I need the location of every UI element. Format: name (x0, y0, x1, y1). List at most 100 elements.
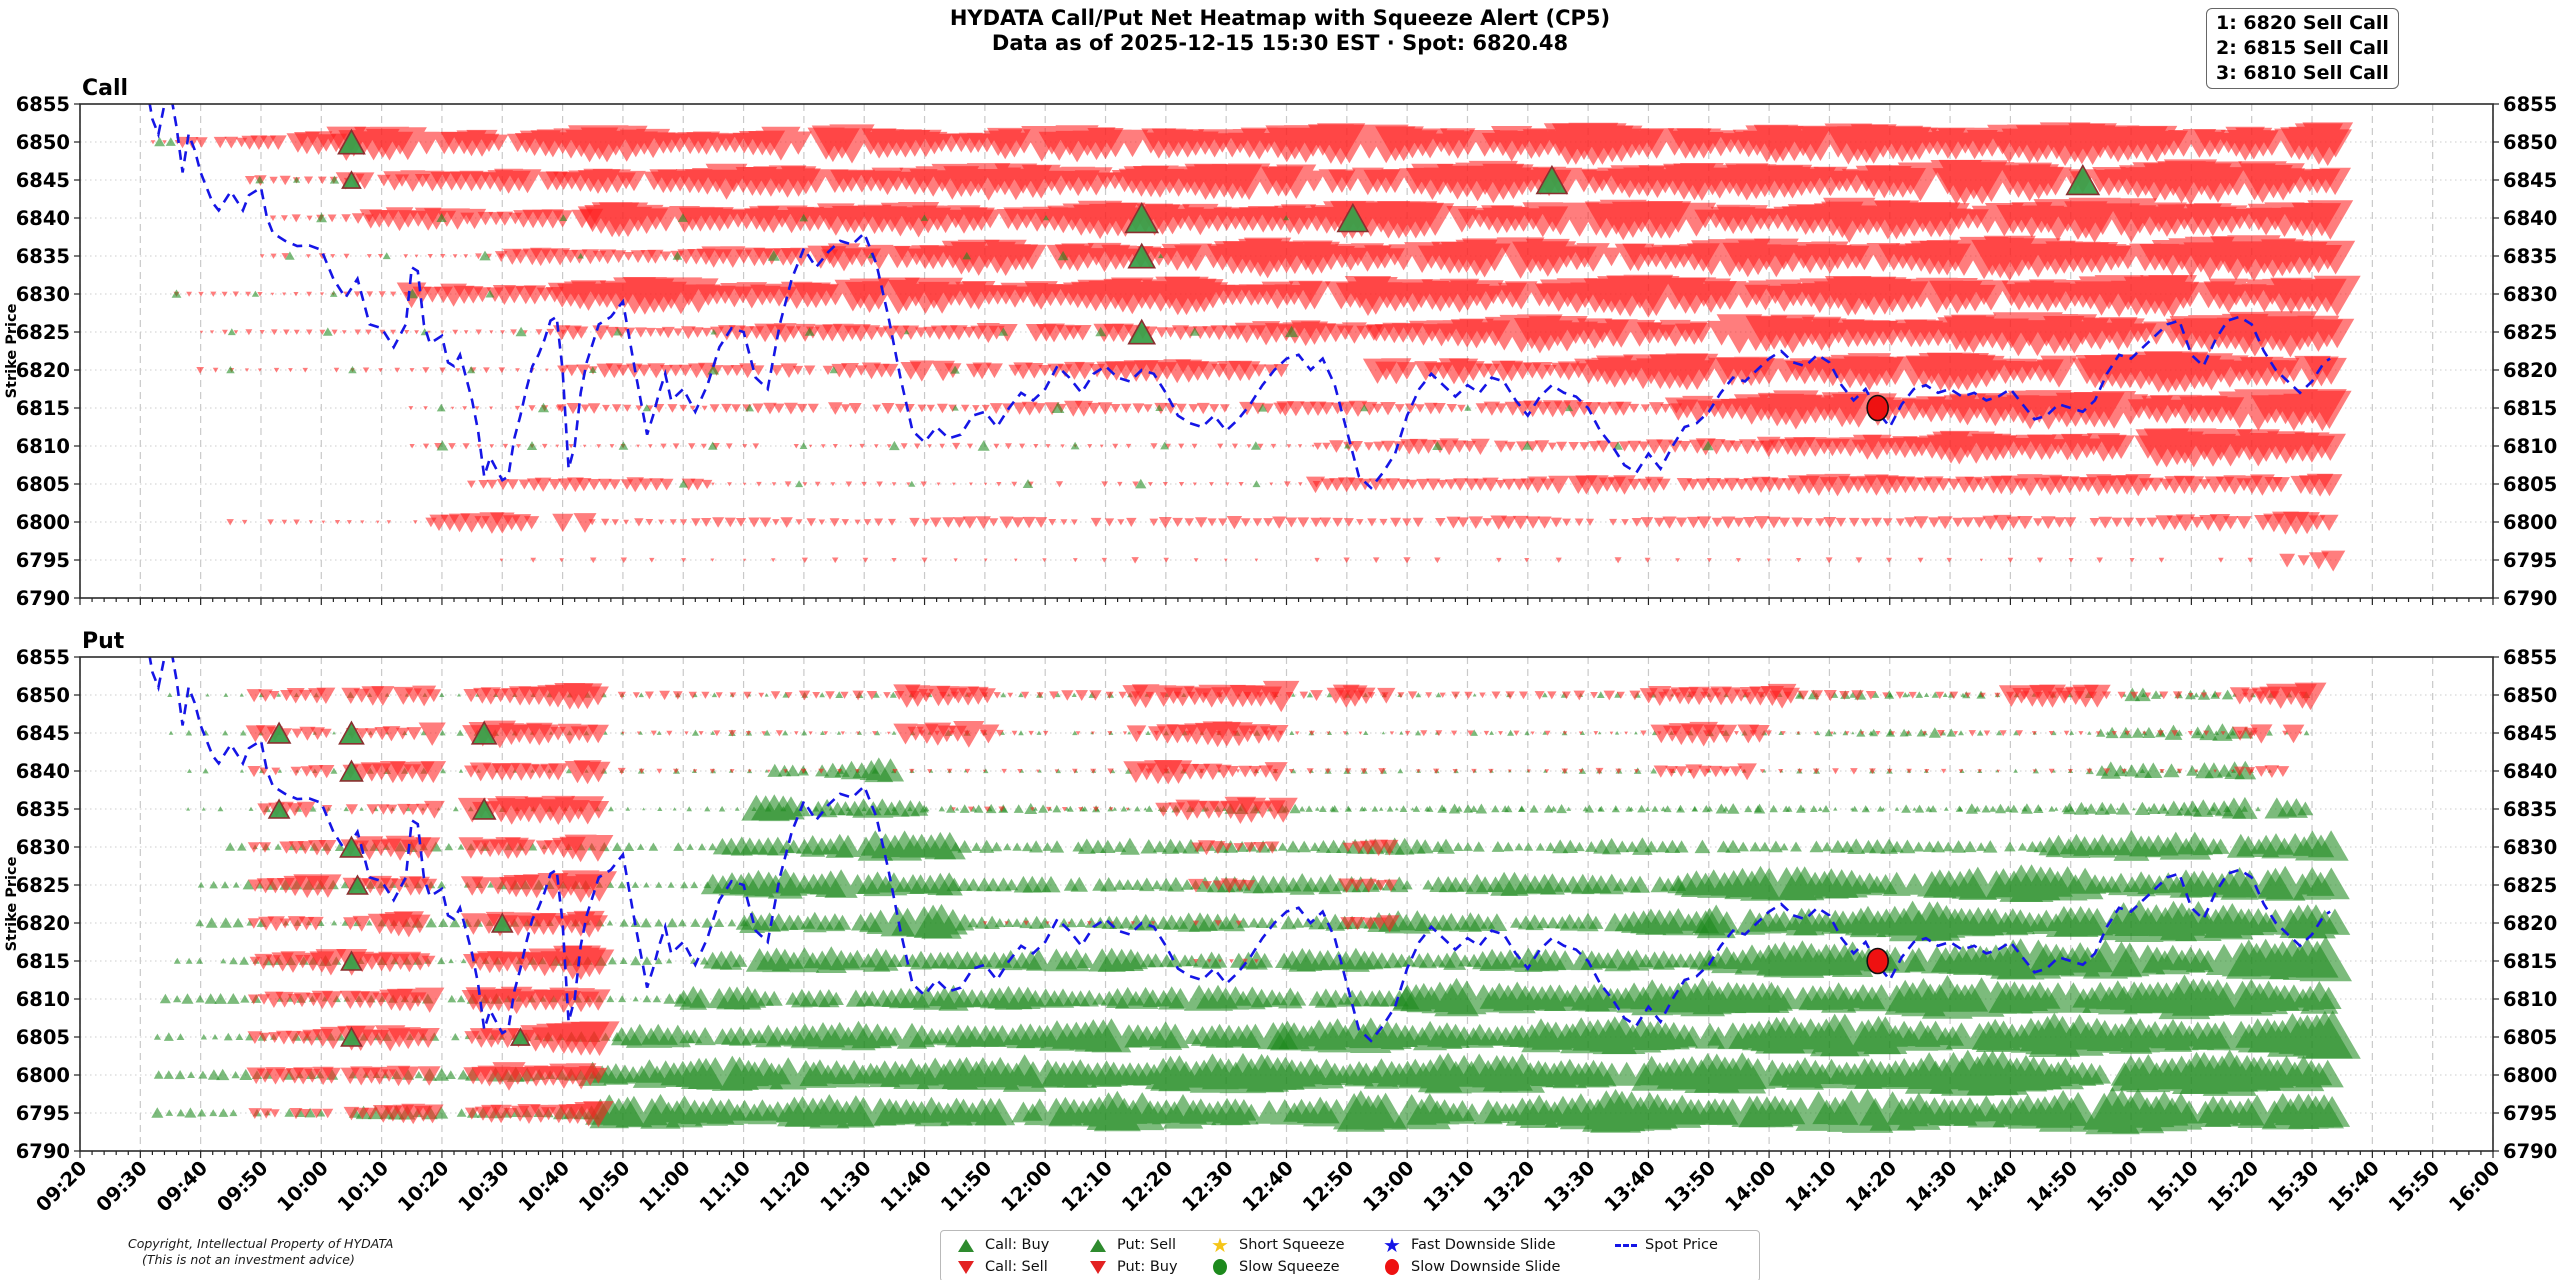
svg-text:6825: 6825 (16, 874, 70, 897)
chart-legend: Call: Buy Put: Sell ★ Short Squeeze ★ Fa… (940, 1230, 1760, 1280)
squeeze-signal-marker (1127, 318, 1157, 345)
slow-squeeze-circle-icon (1209, 1259, 1231, 1275)
spot-price-line (148, 657, 2331, 1043)
copyright-line-2: (This is not an investment advice) (142, 1252, 355, 1267)
svg-text:6850: 6850 (16, 684, 70, 707)
legend-label: Call: Buy (985, 1237, 1050, 1253)
svg-text:13:20: 13:20 (1479, 1156, 1539, 1216)
svg-text:12:10: 12:10 (1057, 1156, 1117, 1216)
legend-call-buy: Call: Buy (955, 1234, 1083, 1256)
squeeze-signal-marker (339, 759, 364, 782)
svg-text:14:40: 14:40 (1962, 1156, 2022, 1216)
call-buy-triangle-icon (955, 1238, 977, 1252)
svg-text:15:40: 15:40 (2324, 1156, 2384, 1216)
svg-text:10:20: 10:20 (393, 1156, 453, 1216)
svg-text:14:50: 14:50 (2022, 1156, 2082, 1216)
legend-label: Spot Price (1645, 1237, 1718, 1253)
svg-text:10:30: 10:30 (454, 1156, 514, 1216)
squeeze-signal-marker (341, 170, 362, 189)
svg-text:6855: 6855 (16, 93, 70, 116)
svg-text:6840: 6840 (16, 207, 70, 230)
svg-text:15:00: 15:00 (2082, 1156, 2142, 1216)
svg-text:6840: 6840 (2503, 760, 2557, 783)
svg-text:13:30: 13:30 (1540, 1156, 1600, 1216)
squeeze-signal-marker (338, 720, 365, 745)
svg-text:6835: 6835 (2503, 798, 2557, 821)
panel-title-call: Call (82, 76, 128, 101)
panel-call: 6790 6790 6795 6795 6800 6800 6805 6805 6810 6810… (4, 76, 2557, 610)
copyright-line-1: Copyright, Intellectual Property of HYDA… (128, 1236, 394, 1251)
svg-text:11:40: 11:40 (876, 1156, 936, 1216)
svg-text:6790: 6790 (16, 1140, 70, 1163)
squeeze-signal-marker (267, 798, 291, 819)
squeeze-alert-box: 1: 6820 Sell Call 2: 6815 Sell Call 3: 6… (2206, 8, 2399, 89)
svg-text:6850: 6850 (2503, 131, 2557, 154)
svg-text:15:30: 15:30 (2263, 1156, 2323, 1216)
svg-text:6790: 6790 (2503, 1140, 2557, 1163)
svg-text:6810: 6810 (16, 435, 70, 458)
svg-text:11:10: 11:10 (695, 1156, 755, 1216)
svg-text:6840: 6840 (16, 760, 70, 783)
squeeze-signal-marker (2065, 163, 2101, 196)
svg-text:14:20: 14:20 (1841, 1156, 1901, 1216)
svg-text:6790: 6790 (2503, 587, 2557, 610)
svg-text:12:40: 12:40 (1238, 1156, 1298, 1216)
svg-text:10:10: 10:10 (333, 1156, 393, 1216)
panel-put: 6790 6790 6795 6795 6800 6800 6805 6805 6810 6810… (4, 629, 2557, 1163)
svg-text:10:40: 10:40 (514, 1156, 574, 1216)
squeeze-signal-marker (339, 835, 364, 858)
svg-text:15:20: 15:20 (2203, 1156, 2263, 1216)
svg-text:13:50: 13:50 (1660, 1156, 1720, 1216)
svg-text:6820: 6820 (16, 912, 70, 935)
svg-text:6800: 6800 (16, 1064, 70, 1087)
panel-title-put: Put (82, 629, 125, 654)
svg-text:Strike Price: Strike Price (4, 856, 20, 951)
svg-text:09:40: 09:40 (152, 1156, 212, 1216)
svg-text:6795: 6795 (16, 1102, 70, 1125)
svg-text:6795: 6795 (2503, 549, 2557, 572)
svg-text:6820: 6820 (2503, 912, 2557, 935)
squeeze-signal-marker (340, 950, 363, 971)
svg-text:15:50: 15:50 (2384, 1156, 2444, 1216)
svg-text:12:50: 12:50 (1298, 1156, 1358, 1216)
svg-text:6840: 6840 (2503, 207, 2557, 230)
svg-text:6815: 6815 (16, 397, 70, 420)
svg-text:09:50: 09:50 (212, 1156, 272, 1216)
svg-text:6795: 6795 (16, 549, 70, 572)
squeeze-signal-marker (470, 720, 498, 745)
spot-price-line-icon (1615, 1243, 1637, 1247)
squeeze-signal-marker (266, 721, 292, 744)
call-sell-triangle-icon (955, 1260, 977, 1274)
copyright-note: Copyright, Intellectual Property of HYDA… (128, 1236, 393, 1268)
svg-text:6810: 6810 (2503, 988, 2557, 1011)
svg-text:Strike Price: Strike Price (4, 303, 20, 398)
svg-text:6795: 6795 (2503, 1102, 2557, 1125)
legend-short-squeeze: ★ Short Squeeze (1209, 1234, 1377, 1256)
svg-text:6850: 6850 (2503, 684, 2557, 707)
svg-text:6835: 6835 (16, 245, 70, 268)
svg-text:6815: 6815 (2503, 950, 2557, 973)
legend-label: Short Squeeze (1239, 1237, 1345, 1253)
svg-text:6855: 6855 (2503, 646, 2557, 669)
legend-spot-price: Spot Price (1615, 1234, 1745, 1256)
svg-text:6825: 6825 (16, 321, 70, 344)
alert-line-1: 1: 6820 Sell Call (2216, 12, 2389, 34)
squeeze-signal-marker (1127, 242, 1157, 269)
svg-text:09:20: 09:20 (31, 1156, 91, 1216)
svg-text:6800: 6800 (2503, 511, 2557, 534)
legend-fast-downside-slide: ★ Fast Downside Slide (1381, 1234, 1611, 1256)
svg-text:6820: 6820 (16, 359, 70, 382)
svg-text:6815: 6815 (16, 950, 70, 973)
squeeze-signal-marker (471, 797, 497, 820)
svg-text:6830: 6830 (16, 836, 70, 859)
legend-label: Put: Sell (1117, 1237, 1177, 1253)
squeeze-signal-marker (1535, 164, 1569, 195)
svg-text:6835: 6835 (16, 798, 70, 821)
legend-put-buy: Put: Buy (1087, 1256, 1205, 1278)
legend-slow-downside-slide: Slow Downside Slide (1381, 1256, 1611, 1278)
slow-downside-slide-circle-icon (1381, 1259, 1403, 1275)
svg-text:6830: 6830 (2503, 836, 2557, 859)
svg-text:6805: 6805 (2503, 1026, 2557, 1049)
squeeze-signal-marker (346, 874, 369, 895)
